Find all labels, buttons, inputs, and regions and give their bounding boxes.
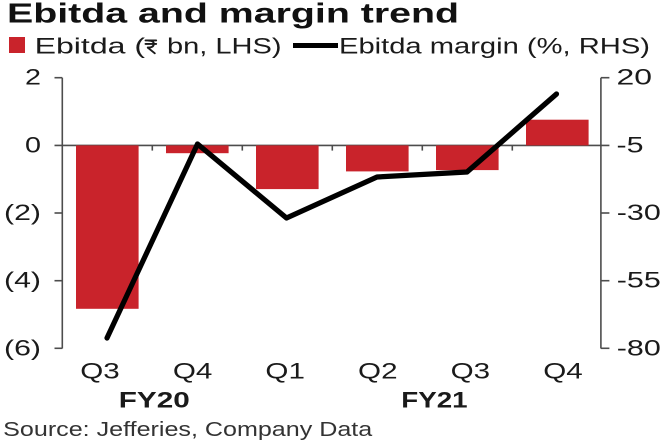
svg-text:(6): (6): [4, 335, 41, 360]
svg-text:Q2: Q2: [358, 359, 398, 384]
svg-text:(2): (2): [4, 200, 41, 225]
svg-text:(4): (4): [4, 268, 41, 293]
svg-text:Q3: Q3: [451, 359, 491, 384]
svg-text:-55: -55: [617, 268, 660, 293]
svg-text:0: 0: [25, 132, 41, 157]
svg-text:Source: Jefferies, Company Dat: Source: Jefferies, Company Data: [3, 419, 373, 440]
svg-text:Ebitda (: Ebitda (: [35, 33, 146, 58]
svg-text:Ebitda margin (%, RHS): Ebitda margin (%, RHS): [339, 33, 650, 58]
svg-text:2: 2: [25, 65, 41, 90]
svg-text:20: 20: [617, 65, 653, 90]
svg-text:-80: -80: [617, 335, 660, 360]
svg-text:FY21: FY21: [401, 387, 467, 412]
svg-text:Q4: Q4: [543, 359, 583, 384]
svg-text:Q1: Q1: [265, 359, 305, 384]
svg-text:Ebitda and margin trend: Ebitda and margin trend: [7, 0, 459, 29]
svg-text:Q4: Q4: [173, 359, 213, 384]
svg-text:FY20: FY20: [119, 387, 190, 412]
svg-text:-30: -30: [617, 200, 660, 225]
svg-text:bn, LHS): bn, LHS): [167, 33, 282, 58]
svg-text:-5: -5: [617, 132, 644, 157]
svg-text:Q3: Q3: [80, 359, 120, 384]
